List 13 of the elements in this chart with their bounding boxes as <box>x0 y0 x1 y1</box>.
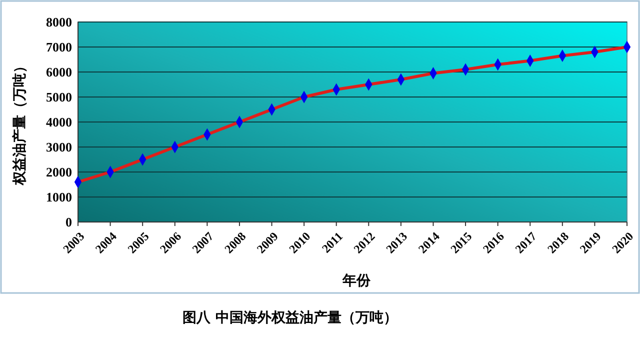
y-tick-label: 2000 <box>46 164 72 180</box>
y-axis-title: 权益油产量（万吨） <box>11 59 28 186</box>
y-tick-label: 0 <box>66 214 72 230</box>
x-axis-title: 年份 <box>342 273 372 289</box>
y-tick-label: 7000 <box>46 40 72 55</box>
text: 图八 中国海外权益油产量（万吨） <box>182 309 398 326</box>
y-tick-label: 6000 <box>46 64 72 80</box>
y-tick-label: 1000 <box>46 190 72 205</box>
y-tick-label: 5000 <box>46 90 72 105</box>
y-tick-label: 8000 <box>46 14 72 30</box>
y-tick-label: 3000 <box>46 140 72 155</box>
x-tick-label: 2011 <box>319 229 346 256</box>
y-tick-label: 4000 <box>46 114 72 130</box>
